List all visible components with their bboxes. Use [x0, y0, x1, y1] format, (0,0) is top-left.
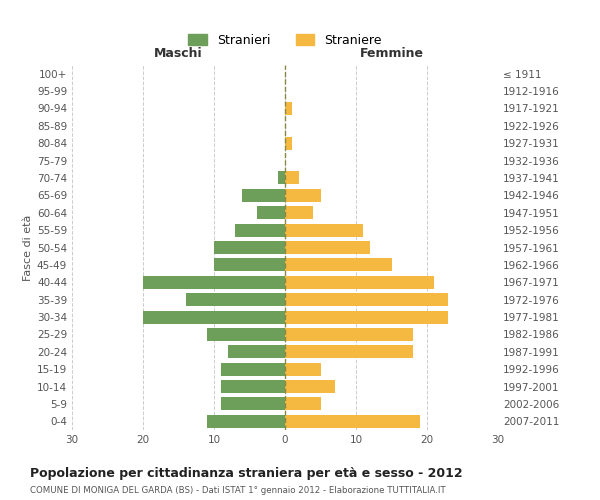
- Bar: [285, 189, 320, 202]
- Text: Popolazione per cittadinanza straniera per età e sesso - 2012: Popolazione per cittadinanza straniera p…: [30, 468, 463, 480]
- Bar: [221, 380, 285, 393]
- Bar: [285, 310, 448, 324]
- Bar: [185, 293, 285, 306]
- Bar: [214, 241, 285, 254]
- Bar: [221, 362, 285, 376]
- Bar: [285, 398, 320, 410]
- Bar: [143, 276, 285, 289]
- Bar: [221, 398, 285, 410]
- Bar: [214, 258, 285, 272]
- Bar: [285, 380, 335, 393]
- Bar: [278, 172, 285, 184]
- Text: Maschi: Maschi: [154, 47, 203, 60]
- Bar: [257, 206, 285, 220]
- Text: Femmine: Femmine: [359, 47, 424, 60]
- Bar: [285, 258, 392, 272]
- Bar: [143, 310, 285, 324]
- Bar: [242, 189, 285, 202]
- Bar: [285, 276, 434, 289]
- Text: COMUNE DI MONIGA DEL GARDA (BS) - Dati ISTAT 1° gennaio 2012 - Elaborazione TUTT: COMUNE DI MONIGA DEL GARDA (BS) - Dati I…: [30, 486, 446, 495]
- Bar: [228, 346, 285, 358]
- Bar: [285, 415, 420, 428]
- Bar: [285, 293, 448, 306]
- Bar: [285, 362, 320, 376]
- Bar: [285, 172, 299, 184]
- Bar: [285, 241, 370, 254]
- Bar: [285, 328, 413, 341]
- Bar: [285, 346, 413, 358]
- Bar: [207, 328, 285, 341]
- Bar: [285, 206, 313, 220]
- Y-axis label: Fasce di età: Fasce di età: [23, 214, 33, 280]
- Bar: [285, 102, 292, 115]
- Bar: [285, 224, 363, 236]
- Bar: [207, 415, 285, 428]
- Legend: Stranieri, Straniere: Stranieri, Straniere: [182, 28, 388, 53]
- Bar: [285, 136, 292, 149]
- Bar: [235, 224, 285, 236]
